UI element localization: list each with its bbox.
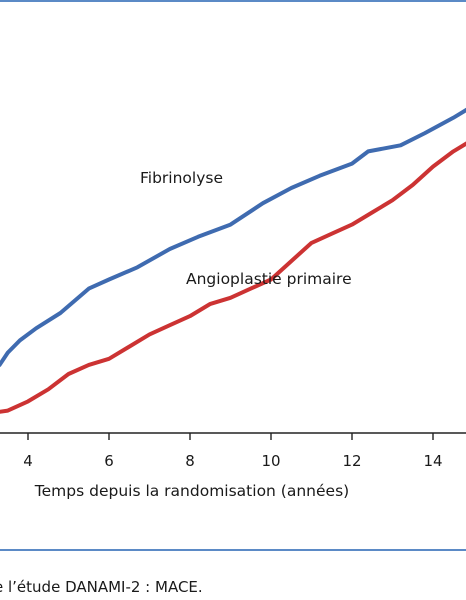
x-tick-label-6: 6: [104, 452, 114, 470]
x-tick-label-14: 14: [423, 452, 442, 470]
series-lines: [0, 107, 466, 414]
series-line-angioplastie: [0, 141, 466, 414]
bottom-rule: [0, 549, 466, 551]
x-tick-label-4: 4: [23, 452, 33, 470]
figure-caption: e l’étude DANAMI-2 : MACE.: [0, 578, 203, 596]
x-axis-title: Temps depuis la randomisation (années): [34, 482, 349, 500]
series-label-angioplastie: Angioplastie primaire: [186, 270, 352, 288]
x-tick-label-12: 12: [342, 452, 361, 470]
top-rule: [0, 0, 466, 2]
x-tick-label-10: 10: [261, 452, 280, 470]
x-tick-label-8: 8: [185, 452, 195, 470]
chart: 4 6 8 10 12 14 Fibrinolyse Angioplastie prima…: [0, 107, 466, 500]
x-ticks: 4 6 8 10 12 14: [23, 433, 443, 470]
series-line-fibrinolyse: [0, 107, 466, 368]
series-label-fibrinolyse: Fibrinolyse: [140, 169, 223, 187]
